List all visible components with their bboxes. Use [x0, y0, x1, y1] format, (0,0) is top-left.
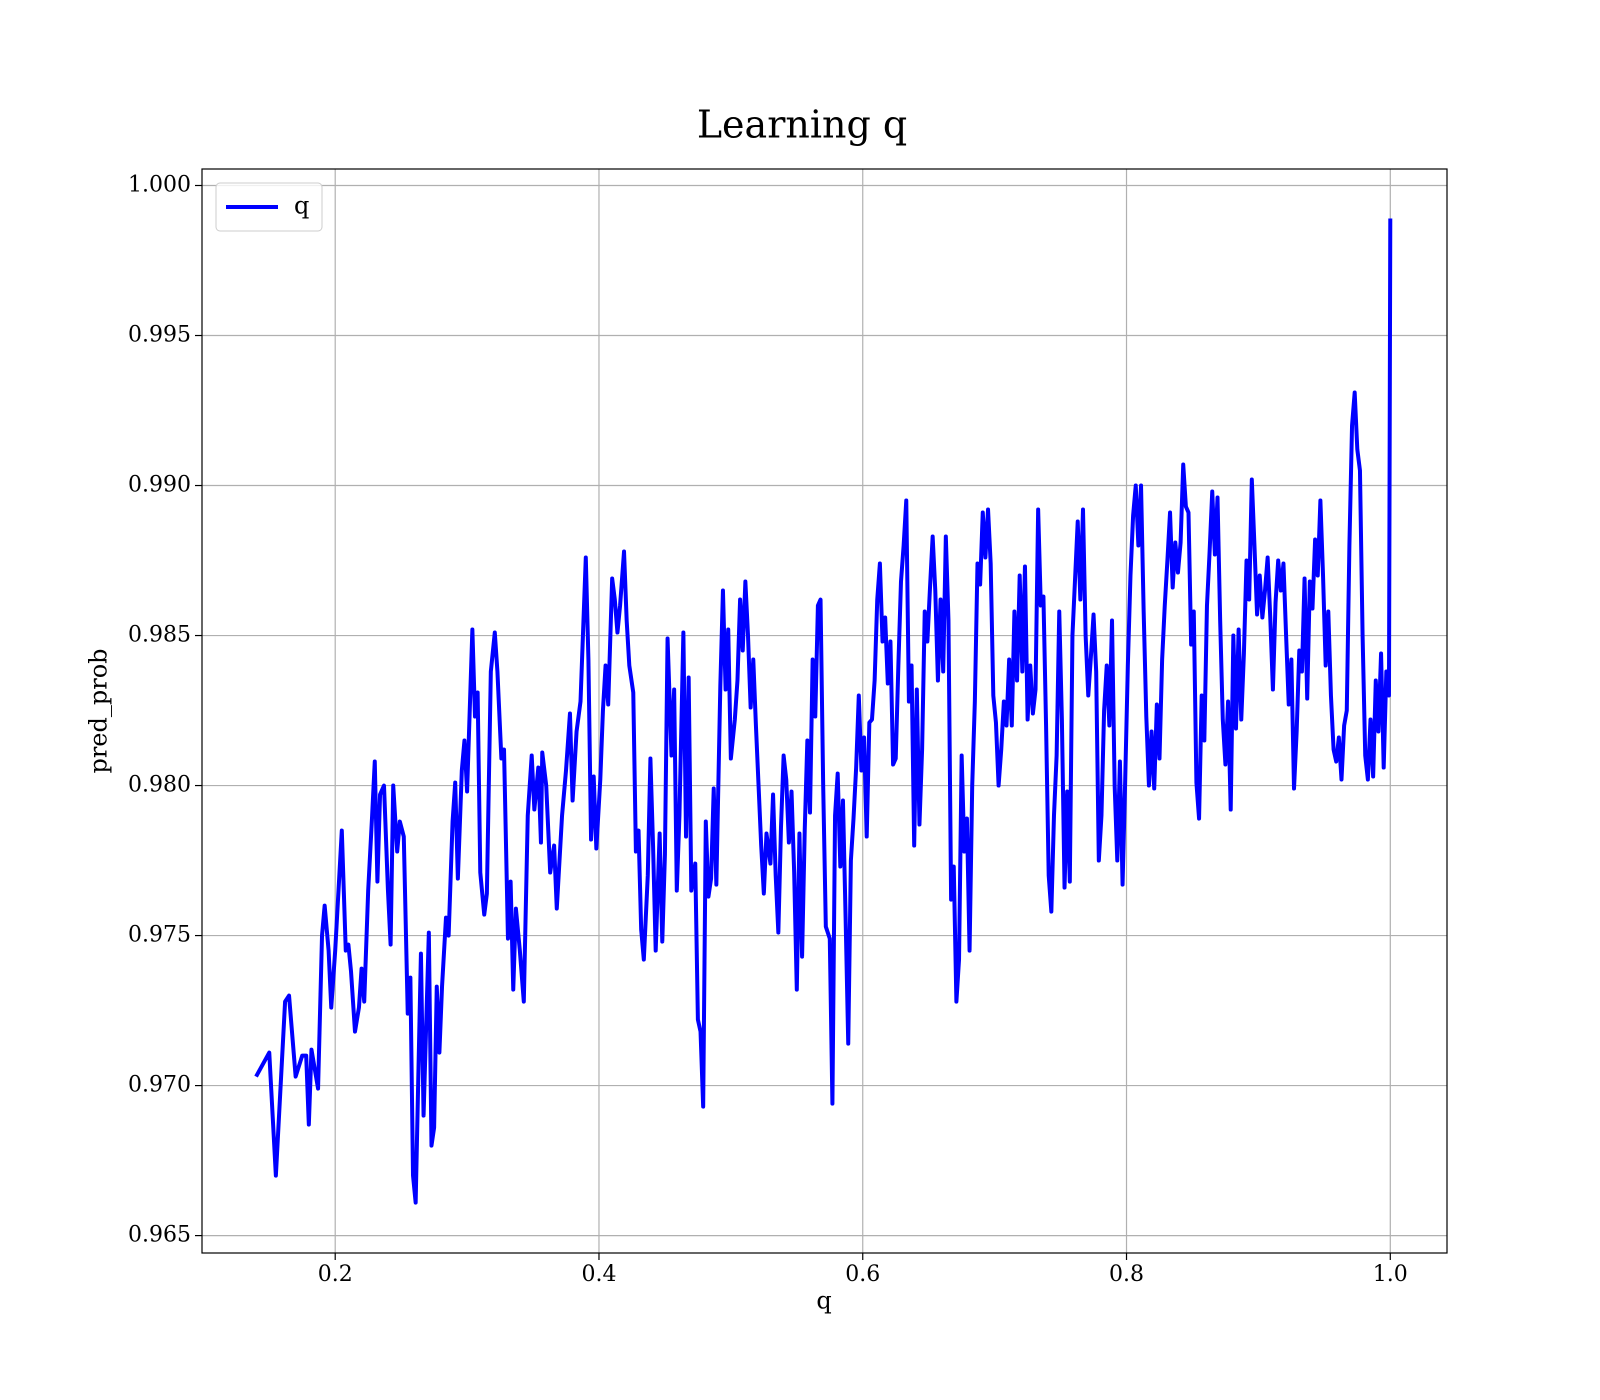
chart-title: Learning q: [697, 103, 907, 147]
y-tick-label: 0.980: [128, 773, 191, 798]
x-tick-label: 0.4: [581, 1262, 616, 1287]
x-axis-label: q: [816, 1287, 831, 1315]
y-tick-label: 0.985: [128, 623, 191, 648]
y-tick-label: 0.970: [128, 1073, 191, 1098]
y-tick-label: 1.000: [128, 173, 191, 198]
x-tick-label: 0.2: [318, 1262, 353, 1287]
y-tick-label: 0.965: [128, 1223, 191, 1248]
x-tick-label: 0.6: [845, 1262, 880, 1287]
y-tick-label: 0.990: [128, 473, 191, 498]
y-tick-label: 0.975: [128, 923, 191, 948]
legend-label: q: [294, 192, 309, 220]
plot-frame: [201, 168, 1448, 1254]
y-axis-label: pred_prob: [85, 648, 113, 773]
x-tick-label: 0.8: [1109, 1262, 1144, 1287]
x-tick-label: 1.0: [1373, 1262, 1408, 1287]
y-tick-label: 0.995: [128, 323, 191, 348]
data-line: [254, 218, 1393, 1205]
